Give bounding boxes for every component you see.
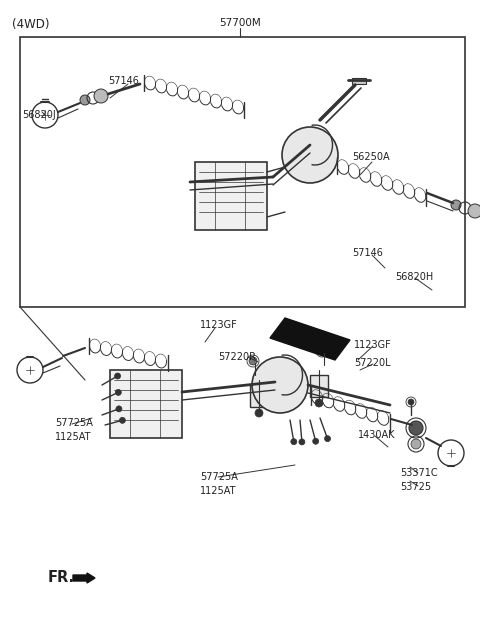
Text: 1125AT: 1125AT xyxy=(55,432,92,442)
Text: 53725: 53725 xyxy=(400,482,431,492)
Circle shape xyxy=(468,204,480,218)
Bar xyxy=(110,370,182,438)
Text: 57220R: 57220R xyxy=(218,352,256,362)
Text: 1125AT: 1125AT xyxy=(200,486,237,496)
Circle shape xyxy=(299,439,305,445)
Circle shape xyxy=(115,389,121,395)
Bar xyxy=(310,375,328,397)
Text: 57725A: 57725A xyxy=(200,472,238,482)
Circle shape xyxy=(94,89,108,103)
Bar xyxy=(250,385,268,407)
Circle shape xyxy=(249,357,257,365)
Circle shape xyxy=(324,436,331,442)
Bar xyxy=(195,162,267,230)
Circle shape xyxy=(315,399,323,407)
Circle shape xyxy=(411,439,421,449)
Bar xyxy=(20,37,465,307)
Circle shape xyxy=(291,439,297,445)
Text: 57146: 57146 xyxy=(108,76,139,86)
Text: 57725A: 57725A xyxy=(55,418,93,428)
FancyArrow shape xyxy=(73,573,95,583)
Circle shape xyxy=(408,399,414,405)
Circle shape xyxy=(255,409,263,417)
Text: 1430AK: 1430AK xyxy=(358,430,396,440)
Circle shape xyxy=(409,421,423,435)
Text: 56820J: 56820J xyxy=(22,110,56,120)
Text: FR.: FR. xyxy=(48,570,75,585)
Circle shape xyxy=(312,438,319,444)
Circle shape xyxy=(282,127,338,183)
Text: 57700M: 57700M xyxy=(219,18,261,28)
Circle shape xyxy=(318,347,326,355)
Circle shape xyxy=(116,406,122,412)
Text: 1123GF: 1123GF xyxy=(200,320,238,330)
Circle shape xyxy=(252,357,308,413)
Text: 56250A: 56250A xyxy=(352,152,390,162)
Text: 56820H: 56820H xyxy=(395,272,433,282)
Circle shape xyxy=(80,95,90,105)
Text: (4WD): (4WD) xyxy=(12,18,49,31)
Text: 1123GF: 1123GF xyxy=(354,340,392,350)
Text: 57146: 57146 xyxy=(352,248,383,258)
Circle shape xyxy=(120,417,125,423)
Polygon shape xyxy=(270,318,350,360)
Circle shape xyxy=(115,373,120,379)
Bar xyxy=(352,78,366,84)
Text: 53371C: 53371C xyxy=(400,468,438,478)
Text: 57220L: 57220L xyxy=(354,358,391,368)
Circle shape xyxy=(451,200,461,210)
